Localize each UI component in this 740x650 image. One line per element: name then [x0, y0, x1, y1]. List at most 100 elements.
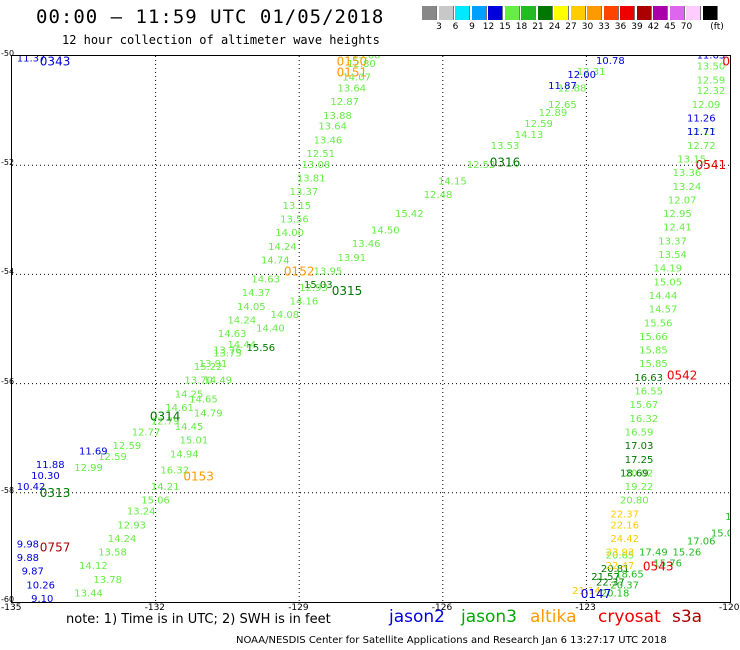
wave-height-label: 14.13	[515, 130, 544, 141]
color-swatch	[471, 6, 487, 20]
color-scale-label: 24	[548, 22, 561, 32]
wave-height-label: 13.70	[184, 376, 213, 387]
wave-height-label: 11.88	[36, 460, 65, 471]
color-scale-unit: (ft)	[710, 22, 724, 32]
wave-height-label: 13.36	[673, 168, 702, 179]
credit-line: NOAA/NESDIS Center for Satellite Applica…	[236, 635, 667, 646]
wave-height-label: 14.79	[194, 408, 223, 419]
wave-height-label: 12.00	[567, 70, 596, 81]
latitude-tick-label: -50	[1, 49, 15, 58]
wave-height-label: 14.12	[79, 561, 108, 572]
wave-height-label: 12.80	[347, 59, 376, 70]
wave-height-label: 13.24	[673, 182, 702, 193]
wave-height-label: 22.16	[610, 520, 639, 531]
color-swatch	[620, 6, 635, 20]
map-title: 00:00 – 11:59 UTC 01/05/2018	[36, 6, 385, 28]
wave-height-label: 13.88	[323, 111, 352, 122]
wave-height-label: 12.77	[132, 427, 161, 438]
wave-height-label: 10.30	[31, 471, 60, 482]
pass-time-label: 0541	[696, 158, 727, 172]
wave-height-label: 20.80	[620, 496, 649, 507]
wave-height-label: 15.06	[141, 496, 170, 507]
wave-height-label: 14.08	[271, 310, 300, 321]
wave-height-label: 15.66	[639, 332, 668, 343]
wave-height-label: 15.03	[304, 280, 333, 291]
color-scale-label: 36	[614, 22, 627, 32]
wave-height-label: 14.15	[438, 176, 467, 187]
color-swatch	[653, 6, 668, 20]
wave-height-label: 14.50	[371, 225, 400, 236]
wave-height-label: 19.22	[625, 482, 654, 493]
wave-height-label: 9.10	[31, 594, 53, 602]
wave-height-label: 14.21	[151, 482, 180, 493]
wave-height-label: 13.54	[658, 250, 687, 261]
wave-height-label: 18.65	[615, 569, 644, 580]
wave-height-label: 16.59	[625, 427, 654, 438]
pass-time-label: 0151	[337, 65, 368, 79]
wave-height-label: 12.88	[558, 83, 587, 94]
wave-height-label: 12.17	[687, 127, 716, 138]
longitude-tick-label: -126	[431, 603, 453, 613]
wave-height-label: 13.91	[199, 359, 228, 370]
pass-time-label: 0152	[284, 265, 315, 279]
pass-time-label: 0313	[40, 486, 71, 500]
longitude-tick-label: -123	[575, 603, 596, 613]
pass-time-label: 0315	[332, 284, 363, 298]
wave-height-label: 13.37	[658, 236, 687, 247]
color-swatch	[686, 6, 701, 20]
color-swatch	[702, 6, 718, 20]
longitude-tick-label: -132	[144, 603, 166, 613]
latitude-tick-label: -56	[1, 376, 15, 386]
wave-height-label: 14.37	[242, 288, 271, 299]
wave-height-label: 9.98	[17, 539, 39, 550]
wave-height-label: 11.26	[687, 114, 716, 125]
pass-time-label: 0314	[150, 409, 181, 423]
wave-height-label: 12.59	[113, 441, 142, 452]
wave-height-label: 12.41	[663, 223, 692, 234]
wave-height-label: 14.61	[165, 403, 194, 414]
wave-height-label: 14.16	[290, 296, 319, 307]
color-swatch	[554, 6, 569, 20]
color-scale-label: 3	[436, 22, 442, 32]
color-scale-label: 12	[482, 22, 495, 32]
wave-height-label: 22.47	[606, 561, 635, 572]
wave-height-label: 13.08	[302, 160, 331, 171]
wave-height-label: 17.03	[625, 441, 654, 452]
wave-height-label: 12.31	[577, 67, 606, 78]
map-canvas: 13.6012.8014.0713.6412.8713.8813.6413.46…	[12, 51, 740, 619]
pass-time-label: 0147	[581, 587, 612, 601]
wave-height-label: 12.65	[548, 100, 577, 111]
pass-time-label: 0153	[183, 469, 214, 483]
wave-height-label: 12.09	[692, 100, 721, 111]
latitude-tick-label: -54	[1, 267, 15, 277]
wave-height-label: 21.57	[591, 572, 620, 583]
wave-height-label: 14.19	[653, 264, 682, 275]
color-scale-label: 27	[565, 22, 577, 32]
map-plot-area[interactable]: 13.60 12.80 14.07 13.64 12.87 13.88 13.64 13.46…	[11, 51, 740, 619]
wave-height-label: 18.69	[620, 468, 649, 479]
wave-height-label: 14.44	[227, 340, 256, 351]
color-scale-label: 30	[581, 22, 594, 32]
wave-height-label: 17.49	[639, 548, 668, 559]
legend-jason2: jason2	[389, 607, 445, 627]
wave-height-label: 14.40	[256, 324, 285, 335]
wave-height-label: 13.60	[352, 56, 381, 62]
wave-height-label: 12.32	[697, 86, 726, 97]
wave-height-label: 12.51	[306, 149, 335, 160]
wave-height-label: 15.03	[725, 512, 730, 523]
wave-height-label: 15.02	[711, 528, 730, 539]
legend-jason3: jason3	[461, 607, 517, 627]
wave-height-label: 13.24	[127, 507, 156, 518]
wave-height-label: 20.81	[601, 564, 630, 575]
wave-height-label: 14.24	[227, 316, 256, 327]
wave-height-label: 13.58	[98, 548, 127, 559]
pass-time-label: 0543	[643, 560, 674, 574]
wave-height-label: 16.63	[634, 373, 663, 384]
wave-height-label: 14.63	[218, 329, 247, 340]
wave-height-label: 16.32	[160, 466, 189, 477]
legend-s3a: s3a	[672, 607, 703, 627]
wave-height-label: 12.59	[697, 75, 726, 86]
latitude-tick-label: -52	[1, 158, 15, 168]
wave-height-label: 12.87	[330, 97, 359, 108]
wave-height-label: 12.89	[539, 108, 568, 119]
